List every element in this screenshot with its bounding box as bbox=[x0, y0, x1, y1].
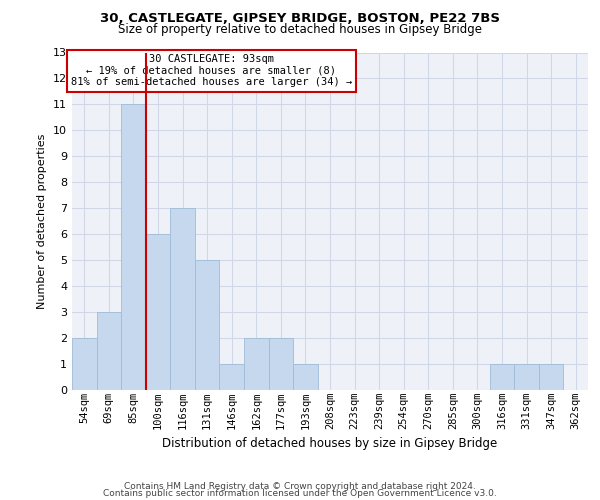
X-axis label: Distribution of detached houses by size in Gipsey Bridge: Distribution of detached houses by size … bbox=[163, 437, 497, 450]
Text: 30, CASTLEGATE, GIPSEY BRIDGE, BOSTON, PE22 7BS: 30, CASTLEGATE, GIPSEY BRIDGE, BOSTON, P… bbox=[100, 12, 500, 26]
Y-axis label: Number of detached properties: Number of detached properties bbox=[37, 134, 47, 309]
Bar bbox=[514, 364, 539, 390]
Bar bbox=[146, 234, 170, 390]
Bar bbox=[72, 338, 97, 390]
Bar bbox=[170, 208, 195, 390]
Bar bbox=[269, 338, 293, 390]
Bar bbox=[244, 338, 269, 390]
Text: 30 CASTLEGATE: 93sqm
← 19% of detached houses are smaller (8)
81% of semi-detach: 30 CASTLEGATE: 93sqm ← 19% of detached h… bbox=[71, 54, 352, 88]
Bar bbox=[539, 364, 563, 390]
Bar bbox=[220, 364, 244, 390]
Bar bbox=[195, 260, 220, 390]
Bar bbox=[121, 104, 146, 390]
Bar bbox=[293, 364, 318, 390]
Bar bbox=[490, 364, 514, 390]
Text: Contains public sector information licensed under the Open Government Licence v3: Contains public sector information licen… bbox=[103, 489, 497, 498]
Bar bbox=[97, 312, 121, 390]
Text: Contains HM Land Registry data © Crown copyright and database right 2024.: Contains HM Land Registry data © Crown c… bbox=[124, 482, 476, 491]
Text: Size of property relative to detached houses in Gipsey Bridge: Size of property relative to detached ho… bbox=[118, 22, 482, 36]
